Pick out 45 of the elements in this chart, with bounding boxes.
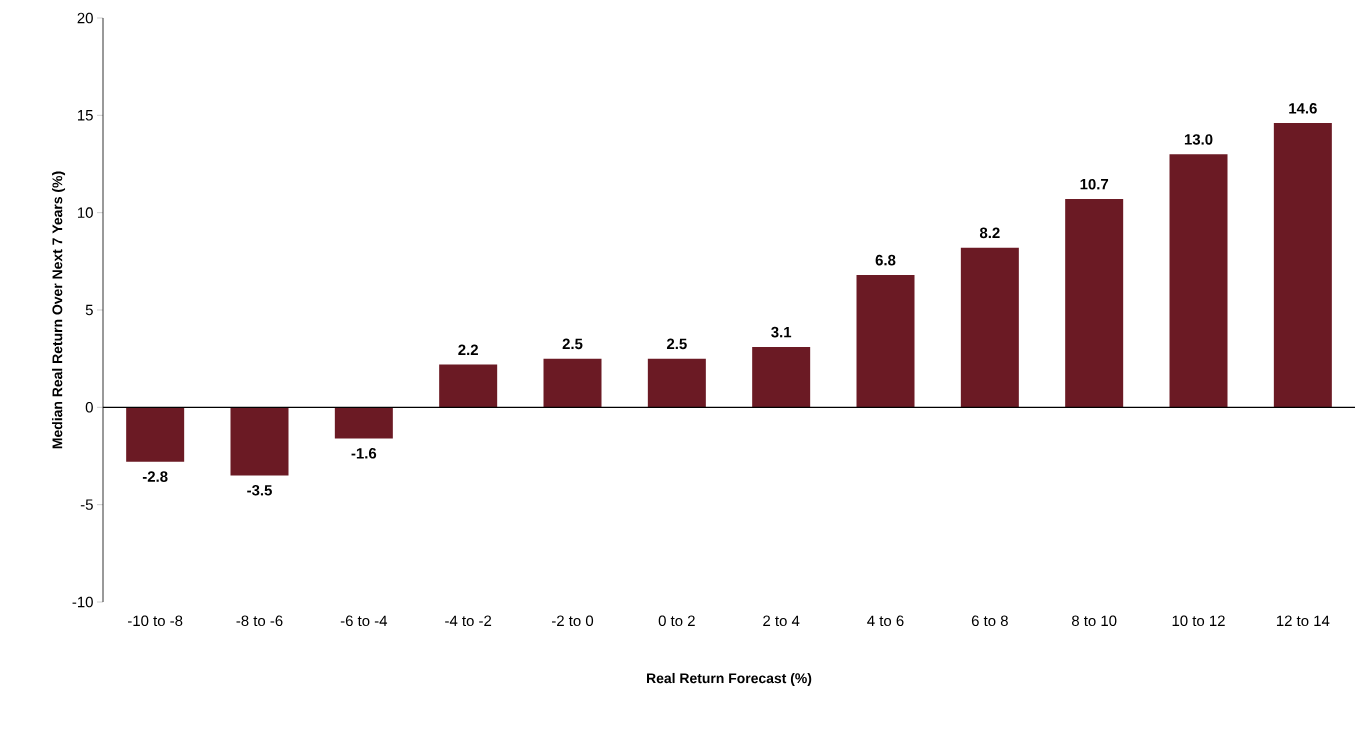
x-tick-label: 2 to 4 [763,615,800,627]
bar [856,274,915,408]
x-tick-label: 8 to 10 [1071,615,1117,627]
x-tick-label: 4 to 6 [867,615,904,627]
x-tick-label: 12 to 14 [1276,615,1330,627]
y-tick-label: 20 [77,12,93,24]
data-label: 13.0 [1184,134,1213,145]
data-label: 2.5 [666,338,687,350]
y-tick-label: -10 [72,596,93,608]
bar [439,364,498,408]
x-tick-label: -8 to -6 [236,615,283,627]
bar [1273,123,1332,408]
data-label: 2.2 [458,344,478,355]
y-tick-label: -5 [80,499,93,510]
bar [647,358,706,408]
bar [126,407,185,462]
x-tick-label: 6 to 8 [971,615,1008,627]
y-tick-label: 15 [78,110,93,121]
x-tick-label: 10 to 12 [1172,615,1225,627]
x-tick-label: -2 to 0 [551,615,594,627]
data-label: 6.8 [875,254,896,266]
bar [752,346,811,408]
data-label: -2.8 [142,471,168,482]
y-tick-label: 5 [85,304,93,316]
data-label: 3.1 [771,326,792,338]
bar [1065,199,1124,408]
bar [334,407,393,439]
x-tick-label: -4 to -2 [445,615,492,627]
y-tick-label: 10 [78,207,93,218]
data-label: 10.7 [1080,178,1109,190]
data-label: 14.6 [1289,103,1317,114]
x-tick-label: -6 to -4 [340,615,388,627]
x-tick-label: -10 to -8 [128,615,183,627]
bar [230,407,289,476]
y-tick-label: 0 [85,402,93,413]
x-axis-title: Real Return Forecast (%) [647,672,812,686]
data-label: 2.5 [562,338,583,350]
bar [960,247,1019,408]
x-tick-label: 0 to 2 [658,615,695,627]
y-axis-title: Median Real Return Over Next 7 Years (%) [52,171,66,449]
data-label: 8.2 [979,227,1000,239]
bar [543,358,602,408]
bar [1169,154,1228,408]
data-label: -3.5 [247,484,272,496]
data-label: -1.6 [351,447,377,459]
